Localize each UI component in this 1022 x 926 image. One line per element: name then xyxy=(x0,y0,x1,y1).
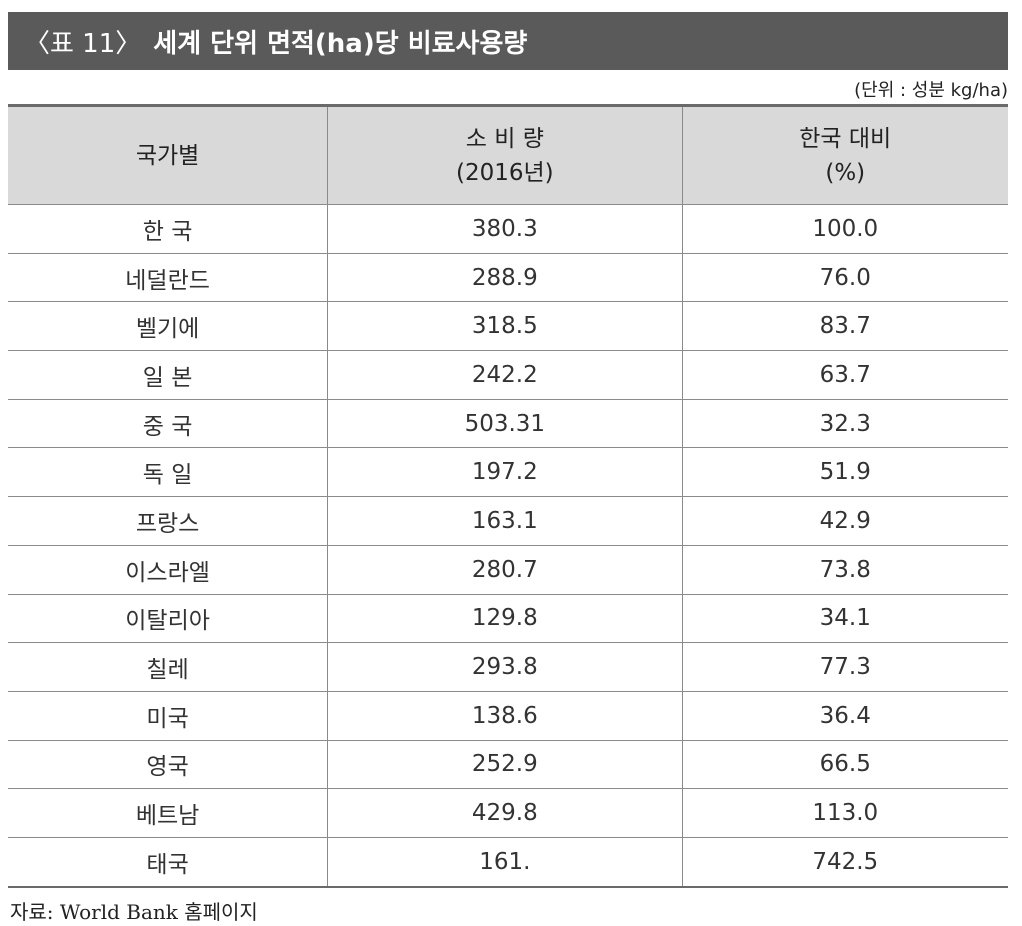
cell-country: 중 국 xyxy=(8,398,329,449)
table-row: 미국 138.6 36.4 xyxy=(8,690,1008,741)
table-row: 독 일 197.2 51.9 xyxy=(8,447,1008,498)
header-ratio: 한국 대비 (%) xyxy=(681,105,1008,205)
cell-country: 한 국 xyxy=(8,204,329,254)
table-number: 〈표 11〉 xyxy=(24,28,142,59)
cell-ratio: 36.4 xyxy=(681,690,1008,741)
table-row: 이스라엘 280.7 73.8 xyxy=(8,544,1008,595)
unit-note: (단위 : 성분 kg/ha) xyxy=(854,80,1008,101)
cell-country: 영국 xyxy=(8,739,329,790)
header-ratio-label: 한국 대비 xyxy=(799,125,892,152)
cell-amount: 429.8 xyxy=(327,788,683,838)
cell-amount: 163.1 xyxy=(327,496,683,546)
table-row: 벨기에 318.5 83.7 xyxy=(8,301,1008,352)
cell-amount: 293.8 xyxy=(327,642,683,692)
table-row: 칠레 293.8 77.3 xyxy=(8,642,1008,692)
cell-country: 태국 xyxy=(8,836,329,888)
table-row: 네덜란드 288.9 76.0 xyxy=(8,252,1008,303)
header-amount-label: 소 비 량 xyxy=(465,125,544,152)
cell-country: 독 일 xyxy=(8,447,329,498)
cell-amount: 161. xyxy=(327,836,683,888)
cell-country: 베트남 xyxy=(8,788,329,838)
cell-country: 미국 xyxy=(8,690,329,741)
table-title: 세계 단위 면적(ha)당 비료사용량 xyxy=(153,28,528,59)
cell-ratio: 51.9 xyxy=(681,447,1008,498)
header-amount-year: (2016년) xyxy=(456,159,554,186)
table-row: 영국 252.9 66.5 xyxy=(8,739,1008,790)
cell-country: 일 본 xyxy=(8,350,329,400)
cell-ratio: 42.9 xyxy=(681,496,1008,546)
fertilizer-usage-table: 국가별 소 비 량 (2016년) 한국 대비 (%) 한 국 380.3 100.… xyxy=(8,104,1008,888)
cell-ratio: 77.3 xyxy=(681,642,1008,692)
table-row: 중 국 503.31 32.3 xyxy=(8,398,1008,449)
table-title-bar: 〈표 11〉 세계 단위 면적(ha)당 비료사용량 xyxy=(8,12,1008,70)
cell-ratio: 63.7 xyxy=(681,350,1008,400)
cell-ratio: 32.3 xyxy=(681,398,1008,449)
source-note: 자료: World Bank 홈페이지 xyxy=(10,900,258,924)
cell-ratio: 66.5 xyxy=(681,739,1008,790)
cell-country: 네덜란드 xyxy=(8,252,329,303)
cell-amount: 138.6 xyxy=(327,690,683,741)
table-row: 베트남 429.8 113.0 xyxy=(8,788,1008,838)
cell-country: 프랑스 xyxy=(8,496,329,546)
table-header-row: 국가별 소 비 량 (2016년) 한국 대비 (%) xyxy=(8,105,1008,205)
cell-amount: 318.5 xyxy=(327,301,683,352)
cell-amount: 380.3 xyxy=(327,204,683,254)
cell-amount: 242.2 xyxy=(327,350,683,400)
cell-ratio: 100.0 xyxy=(681,204,1008,254)
table-row: 일 본 242.2 63.7 xyxy=(8,350,1008,400)
cell-amount: 503.31 xyxy=(327,398,683,449)
cell-amount: 197.2 xyxy=(327,447,683,498)
cell-ratio: 76.0 xyxy=(681,252,1008,303)
cell-country: 칠레 xyxy=(8,642,329,692)
header-amount: 소 비 량 (2016년) xyxy=(327,105,683,205)
cell-amount: 280.7 xyxy=(327,544,683,595)
cell-amount: 252.9 xyxy=(327,739,683,790)
header-ratio-unit: (%) xyxy=(825,159,866,186)
cell-country: 벨기에 xyxy=(8,301,329,352)
cell-ratio: 73.8 xyxy=(681,544,1008,595)
cell-amount: 288.9 xyxy=(327,252,683,303)
cell-ratio: 34.1 xyxy=(681,593,1008,644)
header-country: 국가별 xyxy=(8,105,329,205)
cell-amount: 129.8 xyxy=(327,593,683,644)
table-row: 프랑스 163.1 42.9 xyxy=(8,496,1008,546)
cell-country: 이탈리아 xyxy=(8,593,329,644)
cell-ratio: 83.7 xyxy=(681,301,1008,352)
table-row: 태국 161. 742.5 xyxy=(8,836,1008,888)
cell-country: 이스라엘 xyxy=(8,544,329,595)
cell-ratio: 113.0 xyxy=(681,788,1008,838)
table-body: 한 국 380.3 100.0 네덜란드 288.9 76.0 벨기에 318.5 83.7 일 … xyxy=(8,204,1008,888)
cell-ratio: 742.5 xyxy=(681,836,1008,888)
table-row: 이탈리아 129.8 34.1 xyxy=(8,593,1008,644)
header-country-label: 국가별 xyxy=(135,142,200,169)
table-row: 한 국 380.3 100.0 xyxy=(8,204,1008,254)
